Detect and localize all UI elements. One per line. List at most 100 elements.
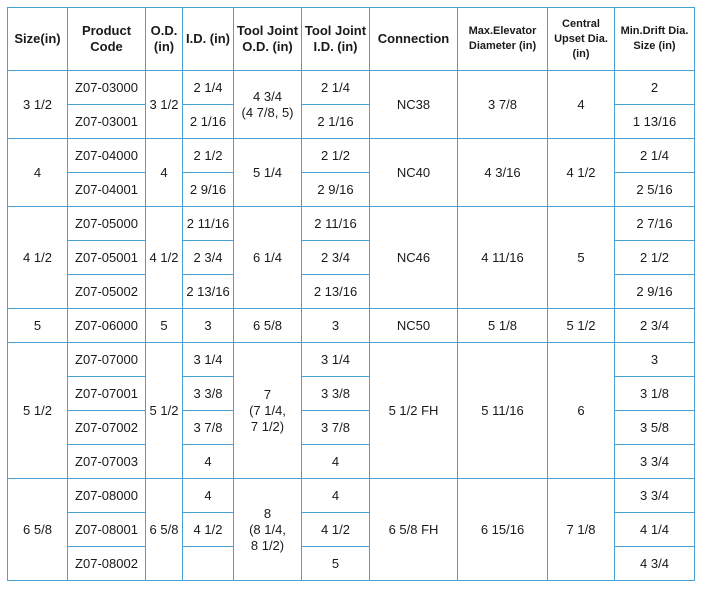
header-tool-joint-od: Tool Joint O.D. (in) (233, 7, 302, 71)
cell-product-code: Z07-07002 (67, 410, 146, 445)
table-row: Z07-05001 2 3/4 2 3/4 2 1/2 (8, 240, 695, 275)
cell-product-code: Z07-07003 (67, 444, 146, 479)
cell-tool-joint-id: 4 (301, 478, 370, 513)
cell-id: 2 13/16 (182, 274, 234, 309)
header-row: Size(in) Product Code O.D. (in) I.D. (in… (7, 7, 695, 71)
tool-joint-od-value: 7 (263, 386, 272, 402)
table-row: Z07-08001 4 1/2 4 1/2 4 1/4 (8, 512, 695, 547)
cell-max-elevator-diameter: 6 15/16 (457, 478, 548, 581)
cell-tool-joint-id: 2 9/16 (301, 172, 370, 207)
cell-product-code: Z07-07001 (67, 376, 146, 411)
tool-joint-od-value: 4 3/4 (253, 88, 282, 104)
cell-od: 5 1/2 (145, 342, 183, 479)
header-tool-joint-id: Tool Joint I.D. (in) (301, 7, 370, 71)
tool-joint-od-value: 8 (263, 505, 272, 521)
cell-tool-joint-od: 7 (7 1/4, 7 1/2) (233, 342, 302, 479)
table-row: 4 Z07-04000 4 2 1/2 5 1/4 2 1/2 NC40 4 3… (7, 138, 695, 207)
cell-product-code: Z07-08001 (67, 512, 146, 547)
cell-product-code: Z07-08000 (67, 478, 146, 513)
table-row: Z07-04001 2 9/16 2 9/16 2 5/16 (8, 172, 695, 207)
tool-joint-od-alt: (8 1/4, (249, 521, 286, 537)
cell-central-upset-dia: 4 1/2 (547, 138, 615, 207)
cell-min-drift-dia: 2 1/4 (614, 138, 695, 173)
table-row: Z07-07002 3 7/8 3 7/8 3 5/8 (8, 410, 695, 445)
cell-max-elevator-diameter: 4 11/16 (457, 206, 548, 309)
cell-od: 6 5/8 (145, 478, 183, 581)
cell-min-drift-dia: 2 9/16 (614, 274, 695, 309)
cell-min-drift-dia: 3 (614, 342, 695, 377)
cell-min-drift-dia: 4 3/4 (614, 546, 695, 581)
cell-max-elevator-diameter: 4 3/16 (457, 138, 548, 207)
drill-pipe-spec-table: Size(in) Product Code O.D. (in) I.D. (in… (7, 7, 695, 581)
cell-max-elevator-diameter: 3 7/8 (457, 70, 548, 139)
header-central-upset-dia: Central Upset Dia. (in) (547, 7, 615, 71)
cell-id: 4 (182, 444, 234, 479)
table-row: 4 1/2 Z07-05000 4 1/2 2 11/16 6 1/4 2 11… (7, 206, 695, 309)
cell-id: 3 7/8 (182, 410, 234, 445)
cell-max-elevator-diameter: 5 1/8 (457, 308, 548, 343)
cell-od: 4 1/2 (145, 206, 183, 309)
cell-product-code: Z07-05000 (67, 206, 146, 241)
cell-tool-joint-id: 4 1/2 (301, 512, 370, 547)
cell-max-elevator-diameter: 5 11/16 (457, 342, 548, 479)
cell-connection: NC40 (369, 138, 458, 207)
cell-min-drift-dia: 1 13/16 (614, 104, 695, 139)
cell-min-drift-dia: 3 3/4 (614, 478, 695, 513)
cell-size: 5 (7, 308, 68, 343)
cell-tool-joint-id: 3 1/4 (301, 342, 370, 377)
header-max-elevator-diameter: Max.Elevator Diameter (in) (457, 7, 548, 71)
table-row: Z07-08002 5 4 3/4 (8, 546, 695, 581)
cell-product-code: Z07-03001 (67, 104, 146, 139)
cell-central-upset-dia: 7 1/8 (547, 478, 615, 581)
cell-min-drift-dia: 2 7/16 (614, 206, 695, 241)
cell-central-upset-dia: 6 (547, 342, 615, 479)
table-row: 5 1/2 Z07-07000 5 1/2 3 1/4 7 (7 1/4, 7 … (7, 342, 695, 479)
cell-min-drift-dia: 3 3/4 (614, 444, 695, 479)
cell-od: 3 1/2 (145, 70, 183, 139)
cell-id: 2 11/16 (182, 206, 234, 241)
cell-tool-joint-id: 3 (301, 308, 370, 343)
cell-tool-joint-od: 6 5/8 (233, 308, 302, 343)
cell-tool-joint-od: 6 1/4 (233, 206, 302, 309)
table-row: Z07-05002 2 13/16 2 13/16 2 9/16 (8, 274, 695, 309)
table-row: 3 1/2 Z07-03000 3 1/2 2 1/4 4 3/4 (4 7/8… (7, 70, 695, 139)
cell-connection: NC38 (369, 70, 458, 139)
header-min-drift-dia: Min.Drift Dia. Size (in) (614, 7, 695, 71)
cell-product-code: Z07-07000 (67, 342, 146, 377)
table-row: Z07-07001 3 3/8 3 3/8 3 1/8 (8, 376, 695, 411)
header-product-code: Product Code (67, 7, 146, 71)
cell-size: 6 5/8 (7, 478, 68, 581)
cell-size: 4 (7, 138, 68, 207)
cell-min-drift-dia: 3 5/8 (614, 410, 695, 445)
table-row: Z07-03001 2 1/16 2 1/16 1 13/16 (8, 104, 695, 139)
table-row: 5 Z07-06000 5 3 6 5/8 3 NC50 5 1/8 5 1/2… (7, 308, 695, 343)
cell-connection: NC46 (369, 206, 458, 309)
cell-tool-joint-id: 3 3/8 (301, 376, 370, 411)
header-od: O.D. (in) (145, 7, 183, 71)
cell-tool-joint-id: 3 7/8 (301, 410, 370, 445)
cell-tool-joint-id: 2 13/16 (301, 274, 370, 309)
cell-central-upset-dia: 4 (547, 70, 615, 139)
cell-id: 2 1/16 (182, 104, 234, 139)
cell-tool-joint-od: 8 (8 1/4, 8 1/2) (233, 478, 302, 581)
spec-table-container: Size(in) Product Code O.D. (in) I.D. (in… (7, 7, 695, 581)
cell-id: 2 3/4 (182, 240, 234, 275)
cell-product-code: Z07-04000 (67, 138, 146, 173)
cell-connection: NC50 (369, 308, 458, 343)
cell-product-code: Z07-05002 (67, 274, 146, 309)
tool-joint-od-alt: 8 1/2) (250, 537, 285, 553)
cell-min-drift-dia: 4 1/4 (614, 512, 695, 547)
cell-min-drift-dia: 2 3/4 (614, 308, 695, 343)
cell-od: 4 (145, 138, 183, 207)
cell-connection: 6 5/8 FH (369, 478, 458, 581)
cell-id: 3 1/4 (182, 342, 234, 377)
cell-min-drift-dia: 2 5/16 (614, 172, 695, 207)
cell-id: 2 9/16 (182, 172, 234, 207)
cell-id: 2 1/4 (182, 70, 234, 105)
cell-product-code: Z07-08002 (67, 546, 146, 581)
cell-id: 4 1/2 (182, 512, 234, 547)
cell-product-code: Z07-06000 (67, 308, 146, 343)
cell-id: 3 (182, 308, 234, 343)
cell-id: 4 (182, 478, 234, 513)
cell-od: 5 (145, 308, 183, 343)
